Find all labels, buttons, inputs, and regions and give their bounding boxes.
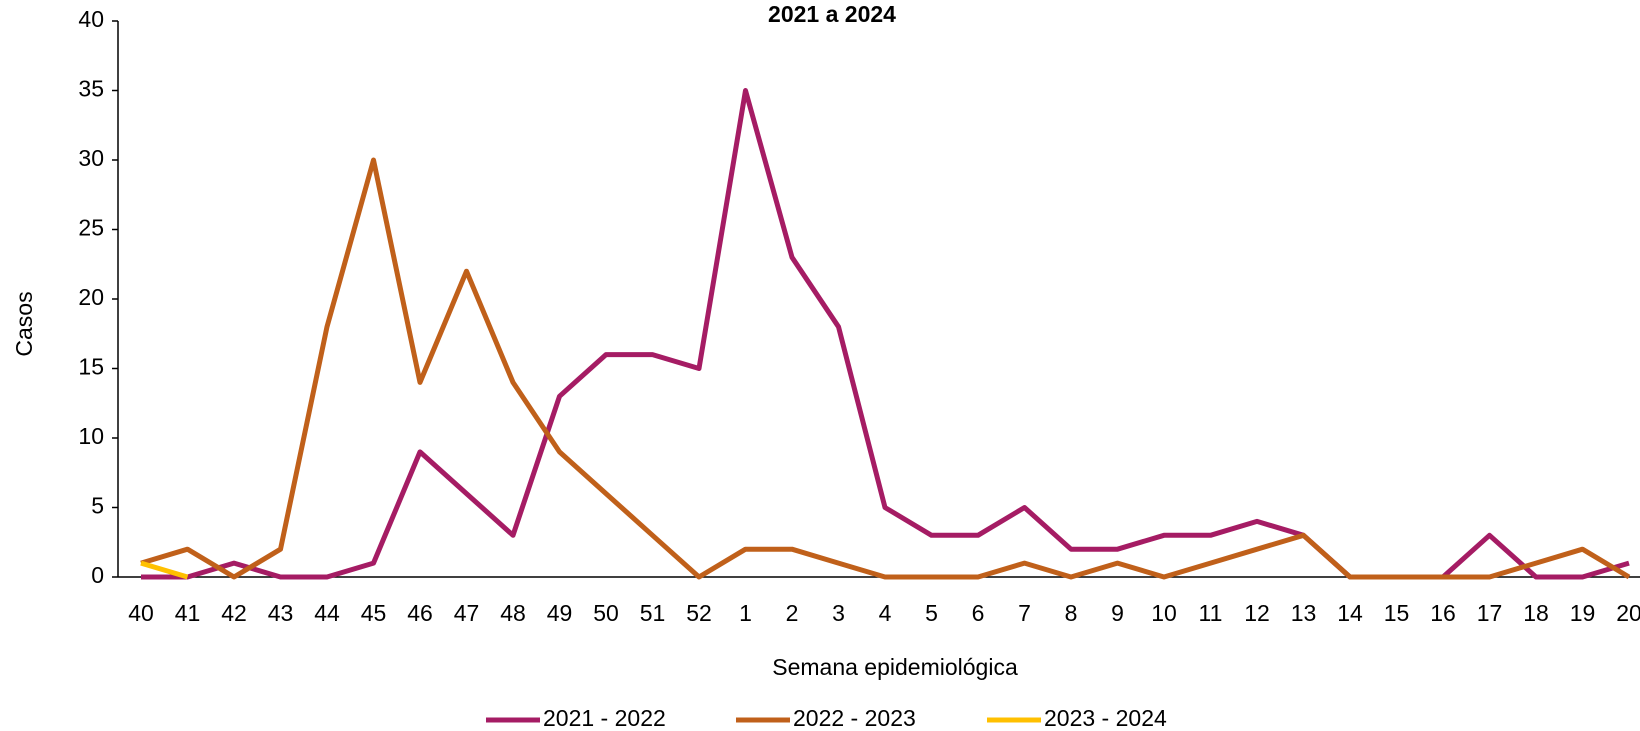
x-tick-label: 19	[1570, 600, 1596, 626]
y-axis-label: Casos	[11, 291, 37, 356]
y-tick-label: 20	[78, 284, 104, 310]
x-tick-label: 14	[1337, 600, 1363, 626]
y-tick-label: 25	[78, 215, 104, 241]
x-tick-label: 47	[454, 600, 480, 626]
x-tick-label: 1	[739, 600, 752, 626]
x-tick-label: 8	[1065, 600, 1078, 626]
x-tick-label: 52	[686, 600, 712, 626]
series-line	[141, 88, 1630, 580]
y-tick-label: 40	[78, 6, 104, 32]
x-tick-label: 17	[1477, 600, 1503, 626]
x-tick-label: 51	[640, 600, 666, 626]
x-tick-label: 2	[786, 600, 799, 626]
series-line	[140, 157, 1631, 580]
y-tick-label: 30	[78, 145, 104, 171]
x-tick-label: 6	[972, 600, 985, 626]
x-axis-label: Semana epidemiológica	[772, 654, 1018, 680]
x-tick-label: 43	[268, 600, 294, 626]
x-tick-label: 20	[1616, 600, 1640, 626]
x-tick-label: 16	[1430, 600, 1456, 626]
x-tick-label: 41	[175, 600, 201, 626]
x-tick-label: 42	[221, 600, 247, 626]
legend-label: 2022 - 2023	[793, 705, 916, 731]
chart-title: 2021 a 2024	[768, 1, 896, 27]
y-tick-label: 0	[91, 562, 104, 588]
x-tick-label: 50	[593, 600, 619, 626]
x-tick-label: 44	[314, 600, 340, 626]
series-line	[140, 560, 189, 580]
x-tick-label: 15	[1384, 600, 1410, 626]
x-tick-label: 9	[1111, 600, 1124, 626]
x-tick-label: 48	[500, 600, 526, 626]
x-tick-label: 13	[1291, 600, 1317, 626]
x-tick-label: 5	[925, 600, 938, 626]
x-tick-label: 11	[1199, 600, 1223, 626]
y-tick-label: 35	[78, 76, 104, 102]
x-tick-label: 7	[1018, 600, 1031, 626]
x-tick-label: 40	[128, 600, 154, 626]
y-tick-label: 15	[78, 354, 104, 380]
x-tick-label: 18	[1523, 600, 1549, 626]
legend-label: 2023 - 2024	[1044, 705, 1167, 731]
x-tick-label: 3	[832, 600, 845, 626]
x-tick-label: 10	[1151, 600, 1177, 626]
x-tick-label: 46	[407, 600, 433, 626]
x-tick-label: 49	[547, 600, 573, 626]
y-tick-label: 5	[91, 493, 104, 519]
legend-label: 2021 - 2022	[543, 705, 666, 731]
x-tick-label: 4	[879, 600, 892, 626]
x-tick-label: 45	[361, 600, 387, 626]
x-tick-label: 12	[1244, 600, 1270, 626]
y-tick-label: 10	[78, 423, 104, 449]
